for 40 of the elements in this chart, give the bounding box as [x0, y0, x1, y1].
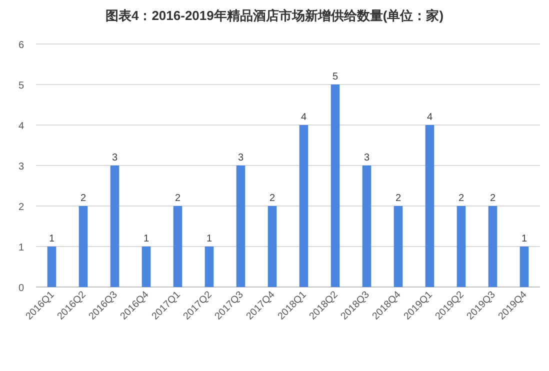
- data-label: 1: [206, 234, 212, 244]
- data-label: 2: [395, 193, 402, 204]
- bar: [78, 206, 88, 287]
- y-tick-label: 3: [18, 162, 24, 172]
- data-label: 2: [174, 193, 181, 204]
- data-label: 5: [332, 72, 338, 82]
- bar: [488, 206, 498, 287]
- y-tick-label: 5: [18, 80, 24, 92]
- bar: [142, 246, 151, 287]
- data-label: 3: [238, 152, 244, 164]
- data-label: 3: [112, 152, 118, 164]
- bar: [362, 166, 372, 287]
- bar: [173, 206, 182, 287]
- bar: [425, 125, 434, 287]
- data-label: 3: [364, 152, 370, 164]
- data-label: 4: [426, 112, 433, 123]
- bar: [299, 125, 308, 287]
- data-label: 4: [300, 112, 307, 123]
- bar: [268, 206, 277, 287]
- bar: [330, 84, 340, 287]
- data-label: 1: [143, 234, 150, 244]
- bar: [110, 166, 120, 287]
- bar: [47, 246, 56, 287]
- y-tick-label: 1: [18, 242, 24, 254]
- data-label: 2: [80, 193, 86, 204]
- bar: [520, 246, 529, 287]
- y-tick-label: 0: [18, 283, 24, 294]
- y-tick-label: 4: [18, 121, 24, 132]
- data-label: 2: [490, 193, 496, 204]
- bar: [394, 206, 403, 287]
- chart-title: 图表4：2016-2019年精品酒店市场新增供给数量(单位：家): [105, 8, 444, 23]
- bar: [236, 166, 246, 287]
- data-label: 2: [458, 193, 464, 204]
- bar: [456, 206, 466, 287]
- data-label: 1: [48, 234, 55, 244]
- data-label: 2: [269, 193, 276, 204]
- y-tick-label: 6: [18, 40, 24, 51]
- data-label: 1: [521, 234, 528, 244]
- y-tick-label: 2: [18, 202, 24, 213]
- bar: [204, 246, 214, 287]
